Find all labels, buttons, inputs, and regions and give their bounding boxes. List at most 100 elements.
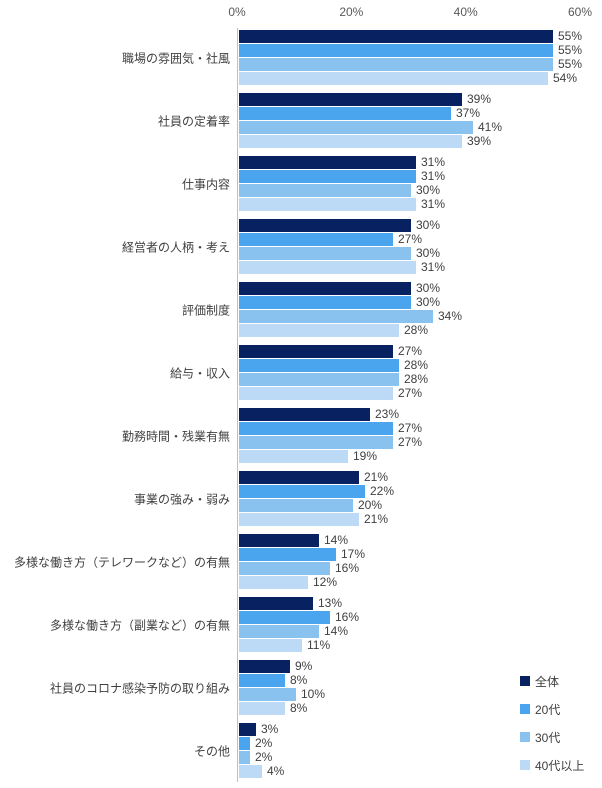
category-label: 多様な働き方（テレワークなど）の有無 <box>13 555 230 569</box>
bar-30代 <box>239 436 393 449</box>
bar-全体 <box>239 723 256 736</box>
bar-value-label: 21% <box>364 470 389 484</box>
bar-value-label: 28% <box>404 323 429 337</box>
bar-20代 <box>239 548 336 561</box>
bar-40代以上 <box>239 324 399 337</box>
bar-全体 <box>239 156 416 169</box>
bar-30代 <box>239 247 411 260</box>
bar-30代 <box>239 310 433 323</box>
bar-value-label: 54% <box>553 71 578 85</box>
bar-全体 <box>239 345 393 358</box>
bar-value-label: 20% <box>358 498 383 512</box>
bar-20代 <box>239 170 416 183</box>
bar-value-label: 8% <box>290 673 308 687</box>
category-label: 勤務時間・残業有無 <box>121 429 230 443</box>
category-label: その他 <box>193 744 230 758</box>
category-label: 事業の強み・弱み <box>133 492 230 506</box>
bar-value-label: 27% <box>398 344 423 358</box>
bar-30代 <box>239 184 411 197</box>
bar-40代以上 <box>239 765 262 778</box>
bar-全体 <box>239 534 319 547</box>
bar-value-label: 14% <box>324 533 349 547</box>
legend-label: 全体 <box>535 674 560 689</box>
bar-value-label: 2% <box>255 736 273 750</box>
bar-value-label: 2% <box>255 750 273 764</box>
bar-20代 <box>239 359 399 372</box>
bar-value-label: 41% <box>478 120 503 134</box>
bar-value-label: 16% <box>335 610 360 624</box>
bar-value-label: 3% <box>261 722 279 736</box>
bar-value-label: 4% <box>267 764 285 778</box>
bar-value-label: 39% <box>467 134 492 148</box>
bar-value-label: 12% <box>313 575 338 589</box>
bar-全体 <box>239 30 553 43</box>
legend-entry-40代以上: 40代以上 <box>520 758 584 773</box>
bar-30代 <box>239 562 330 575</box>
bar-30代 <box>239 688 296 701</box>
bar-40代以上 <box>239 702 285 715</box>
category-label: 給与・収入 <box>169 366 230 380</box>
bar-value-label: 17% <box>341 547 366 561</box>
bar-value-label: 27% <box>398 232 423 246</box>
bar-30代 <box>239 625 319 638</box>
bar-value-label: 23% <box>375 407 400 421</box>
bar-value-label: 14% <box>324 624 349 638</box>
legend-swatch-icon <box>520 676 530 686</box>
category-label: 社員のコロナ感染予防の取り組み <box>49 681 230 695</box>
bar-30代 <box>239 58 553 71</box>
bar-value-label: 31% <box>421 169 446 183</box>
bar-20代 <box>239 737 250 750</box>
bar-value-label: 9% <box>295 659 313 673</box>
bar-value-label: 30% <box>416 218 441 232</box>
legend-label: 20代 <box>535 702 561 717</box>
x-axis-tick-label: 60% <box>567 5 593 19</box>
bar-20代 <box>239 107 451 120</box>
bar-value-label: 16% <box>335 561 360 575</box>
bar-value-label: 8% <box>290 701 308 715</box>
bar-30代 <box>239 121 473 134</box>
bar-全体 <box>239 660 290 673</box>
bar-value-label: 37% <box>456 106 481 120</box>
bar-全体 <box>239 219 411 232</box>
legend-entry-全体: 全体 <box>520 674 560 689</box>
bar-30代 <box>239 499 353 512</box>
bar-20代 <box>239 44 553 57</box>
x-axis-tick-label: 40% <box>453 5 478 19</box>
legend-swatch-icon <box>520 704 530 714</box>
bar-value-label: 22% <box>370 484 395 498</box>
bar-全体 <box>239 93 462 106</box>
bar-40代以上 <box>239 387 393 400</box>
category-label: 評価制度 <box>181 303 230 317</box>
bar-value-label: 34% <box>438 309 463 323</box>
bar-40代以上 <box>239 639 302 652</box>
bar-20代 <box>239 611 330 624</box>
bar-30代 <box>239 751 250 764</box>
bar-40代以上 <box>239 450 348 463</box>
bar-value-label: 30% <box>416 183 441 197</box>
legend-swatch-icon <box>520 760 530 770</box>
bar-value-label: 21% <box>364 512 389 526</box>
bar-value-label: 39% <box>467 92 492 106</box>
category-label: 仕事内容 <box>181 177 230 191</box>
bar-全体 <box>239 282 411 295</box>
bar-value-label: 19% <box>353 449 378 463</box>
bar-value-label: 27% <box>398 386 423 400</box>
bar-全体 <box>239 408 370 421</box>
x-axis-tick-label: 0% <box>228 5 246 19</box>
bar-全体 <box>239 471 359 484</box>
bar-value-label: 30% <box>416 246 441 260</box>
legend-entry-30代: 30代 <box>520 730 560 745</box>
category-label: 職場の雰囲気・社風 <box>121 51 230 65</box>
bar-value-label: 31% <box>421 155 446 169</box>
bar-40代以上 <box>239 198 416 211</box>
bar-value-label: 28% <box>404 372 429 386</box>
bar-value-label: 11% <box>307 638 331 652</box>
legend-swatch-icon <box>520 732 530 742</box>
bar-value-label: 30% <box>416 295 441 309</box>
bar-value-label: 55% <box>558 29 583 43</box>
bar-20代 <box>239 485 365 498</box>
category-label: 社員の定着率 <box>157 114 230 128</box>
bar-全体 <box>239 597 313 610</box>
bar-value-label: 55% <box>558 43 583 57</box>
